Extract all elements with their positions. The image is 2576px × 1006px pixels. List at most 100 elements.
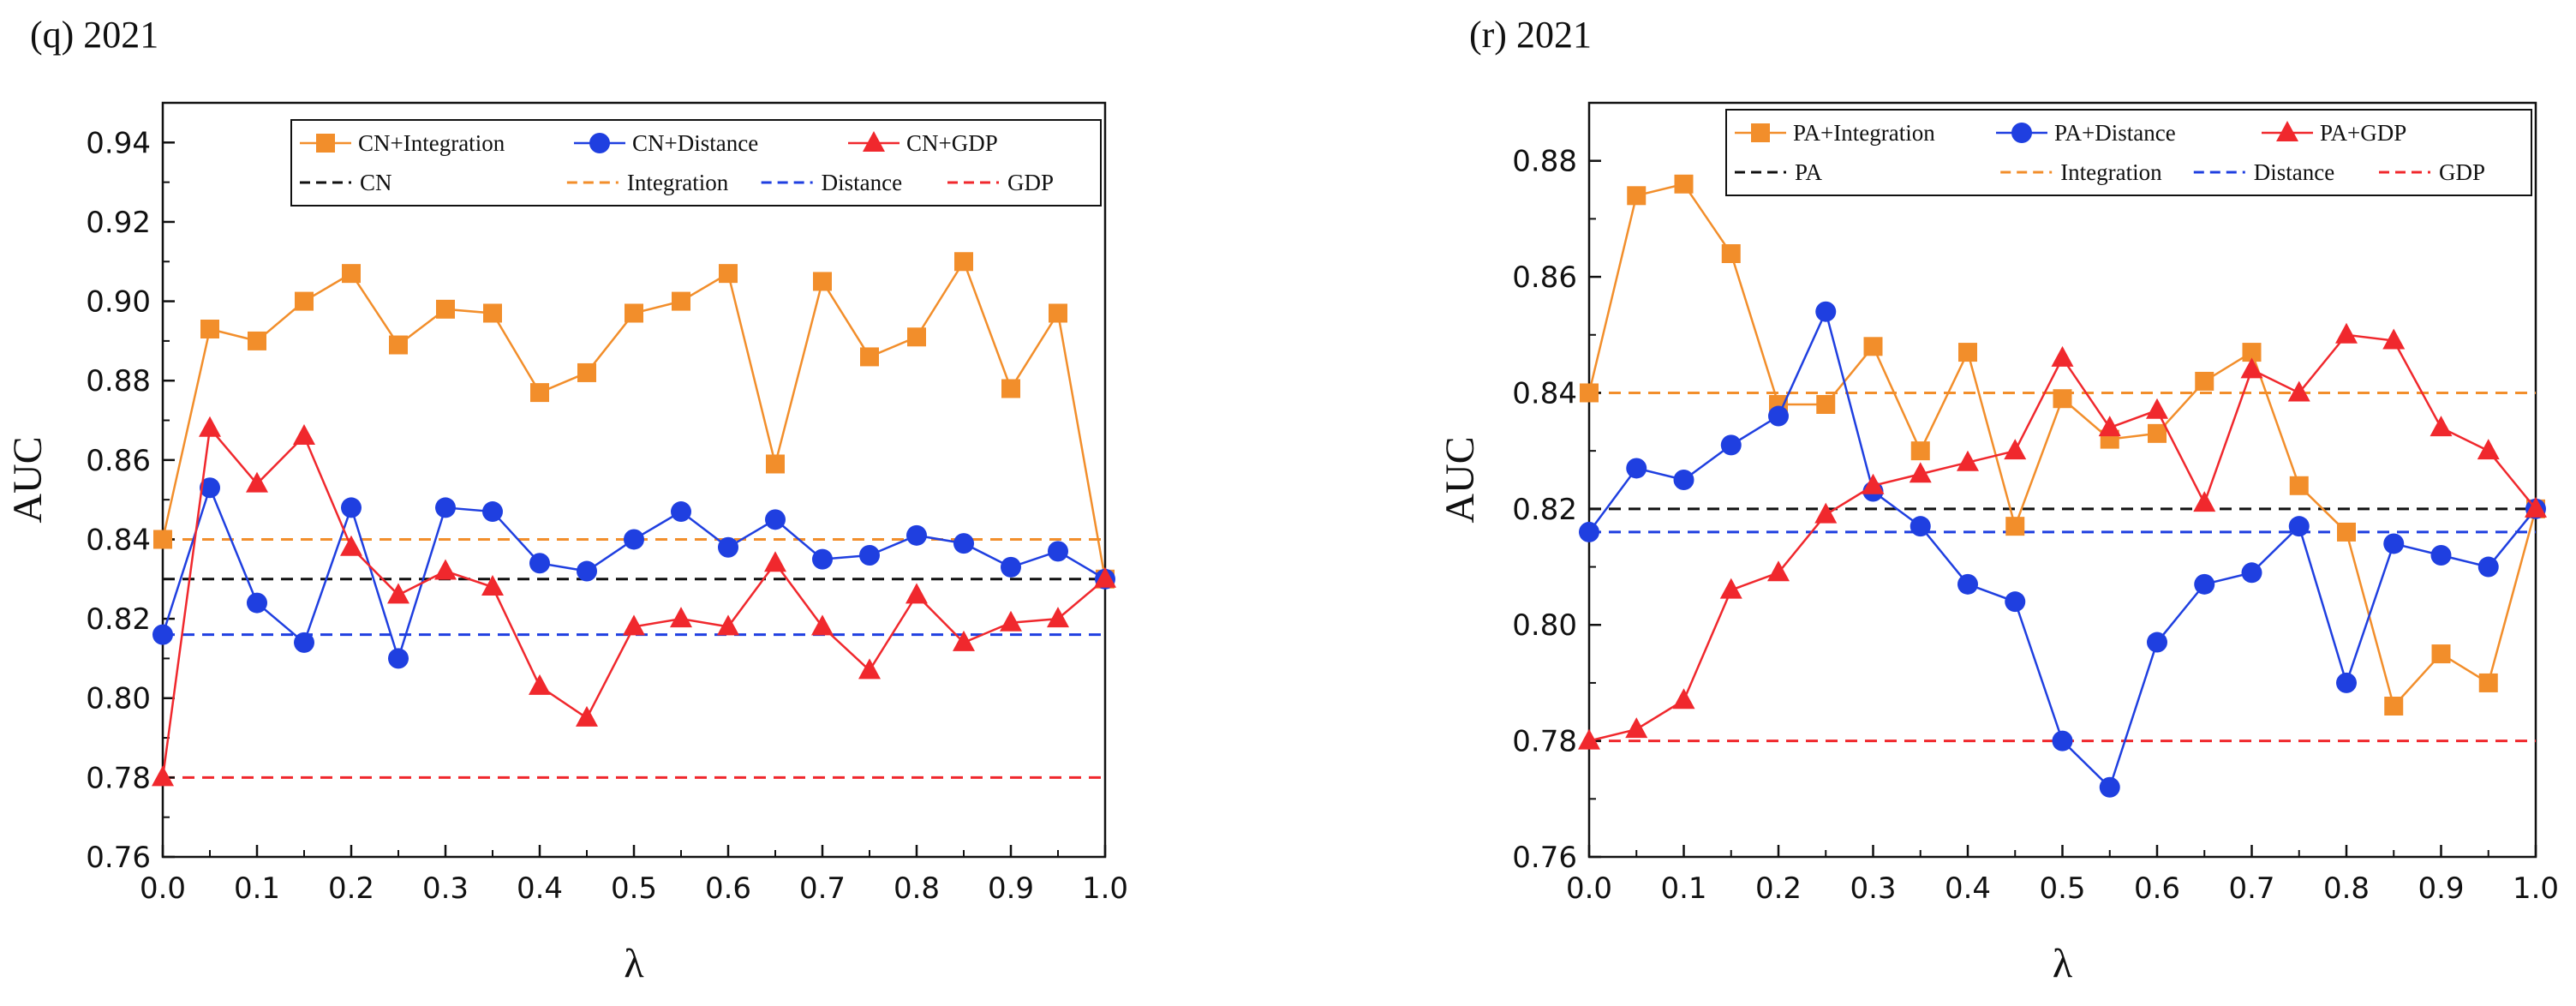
- data-point: [153, 530, 172, 549]
- data-point: [246, 471, 268, 493]
- data-point: [2431, 644, 2451, 664]
- data-point: [2051, 345, 2074, 367]
- y-tick-label: 0.80: [1512, 608, 1577, 643]
- data-point: [2098, 416, 2121, 437]
- x-tick-label: 0.9: [988, 871, 1034, 906]
- data-point: [1047, 607, 1069, 628]
- data-point: [2099, 776, 2120, 798]
- data-point: [2477, 439, 2500, 460]
- series-line: [161, 425, 1106, 778]
- data-point: [2287, 380, 2310, 402]
- data-point: [1768, 405, 1789, 427]
- data-point: [2052, 730, 2073, 752]
- legend-box: [290, 119, 1102, 207]
- plot-frame: [161, 101, 1107, 859]
- x-tick-label: 0.5: [2039, 871, 2085, 906]
- legend: CN+Integration CN+Distance CN+GDP CN Integra…: [290, 119, 1102, 207]
- y-tick-label: 0.86: [1512, 260, 1577, 295]
- data-point: [577, 362, 596, 382]
- legend-marker: [2011, 123, 2032, 143]
- data-point: [1816, 395, 1836, 414]
- y-tick-label: 0.80: [86, 682, 151, 716]
- legend-label: CN+Distance: [632, 130, 758, 156]
- x-axis-label: λ: [624, 941, 644, 986]
- data-point: [670, 607, 692, 628]
- data-point: [1814, 502, 1838, 524]
- y-tick-label: 0.92: [86, 206, 151, 240]
- legend-box: [1725, 109, 2532, 196]
- y-tick-label: 0.78: [1512, 725, 1577, 759]
- data-point: [2148, 423, 2167, 443]
- data-point: [625, 303, 643, 323]
- y-tick-label: 0.76: [86, 841, 151, 875]
- data-point: [1578, 728, 1600, 750]
- data-point: [718, 536, 738, 558]
- data-point: [2477, 556, 2499, 578]
- y-axis-label: AUC: [5, 436, 51, 523]
- data-point: [2194, 573, 2215, 595]
- x-tick-label: 0.6: [2134, 871, 2180, 906]
- x-axis-label: λ: [2053, 941, 2073, 986]
- y-tick-label: 0.82: [86, 602, 151, 637]
- data-point: [953, 533, 974, 554]
- data-point: [2053, 389, 2072, 409]
- x-tick-label: 0.3: [1850, 871, 1896, 906]
- data-point: [200, 477, 220, 499]
- data-point: [2382, 328, 2406, 350]
- data-point: [1625, 717, 1648, 739]
- legend-label: Distance: [822, 170, 902, 195]
- data-point: [247, 592, 267, 614]
- data-point: [1957, 573, 1978, 595]
- data-point: [1721, 244, 1741, 263]
- y-tick-label: 0.88: [86, 364, 151, 398]
- data-point: [671, 501, 691, 523]
- data-point: [2193, 491, 2216, 512]
- data-point: [340, 535, 362, 556]
- data-point: [2337, 522, 2356, 542]
- data-point: [764, 551, 786, 572]
- x-tick-label: 0.4: [517, 871, 563, 906]
- data-point: [1094, 566, 1116, 588]
- data-point: [389, 335, 408, 355]
- x-tick-label: 0.1: [234, 871, 280, 906]
- data-point: [2430, 416, 2453, 437]
- panel-title: (q) 2021: [30, 14, 158, 56]
- data-point: [152, 765, 174, 787]
- x-tick-label: 0.8: [2323, 871, 2370, 906]
- x-tick-label: 1.0: [2513, 871, 2559, 906]
- data-point: [2384, 697, 2404, 716]
- legend-label: CN: [360, 170, 392, 195]
- data-point: [530, 383, 549, 403]
- data-point: [293, 424, 315, 446]
- data-point: [1672, 688, 1695, 710]
- x-tick-label: 1.0: [1082, 871, 1128, 906]
- data-point: [1719, 578, 1742, 599]
- data-point: [2525, 496, 2547, 518]
- data-point: [1957, 450, 1979, 471]
- legend-marker: [863, 131, 885, 152]
- y-tick-label: 0.86: [86, 444, 151, 478]
- data-point: [2005, 591, 2026, 613]
- data-point: [482, 501, 503, 523]
- data-point: [2383, 533, 2405, 554]
- legend-marker: [316, 134, 335, 153]
- data-point: [624, 529, 644, 550]
- y-tick-label: 0.94: [86, 126, 151, 160]
- data-point: [1910, 516, 1931, 537]
- data-point: [342, 264, 361, 284]
- data-point: [2289, 476, 2309, 495]
- data-point: [2004, 439, 2027, 460]
- data-point: [1862, 473, 1885, 494]
- data-point: [860, 347, 879, 367]
- x-tick-label: 0.7: [799, 871, 846, 906]
- data-point: [813, 272, 832, 291]
- data-point: [2146, 398, 2168, 419]
- data-point: [811, 614, 834, 636]
- data-point: [387, 583, 409, 604]
- legend-label: PA+GDP: [2320, 120, 2406, 146]
- data-point: [907, 327, 926, 347]
- data-point: [2335, 322, 2358, 344]
- y-tick-label: 0.90: [86, 285, 151, 320]
- data-point: [199, 416, 221, 437]
- data-point: [1673, 470, 1694, 490]
